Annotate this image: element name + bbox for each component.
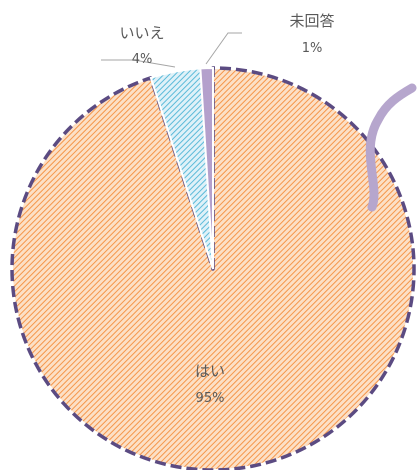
slice-percent-label: 1% (302, 41, 323, 56)
pie-slice-3 (199, 66, 214, 270)
callout-arrow (365, 83, 417, 212)
slice-percent-label: 95% (196, 391, 225, 406)
slice-category-label: はい (195, 362, 225, 380)
slice-category-label: いいえ (119, 24, 164, 42)
slice-category-label: 未回答 (289, 12, 334, 30)
leader-line-3 (205, 32, 242, 65)
leader-line-2 (101, 59, 176, 68)
slice-percent-label: 4% (132, 52, 153, 67)
